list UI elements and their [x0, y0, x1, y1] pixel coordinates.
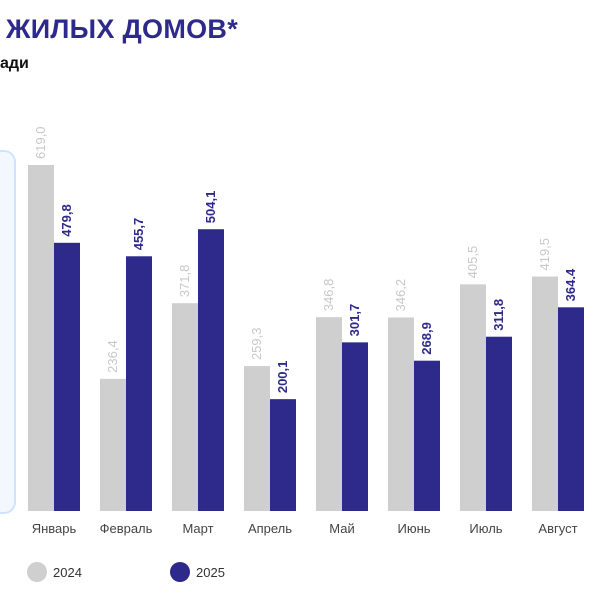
bar-2024-5: [316, 317, 342, 511]
legend-swatch-2025: [170, 562, 190, 582]
chart-subtitle: ади: [0, 55, 29, 72]
data-label-2025-2: 455,7: [131, 218, 146, 251]
bar-2025-2: [126, 256, 152, 511]
data-label-2025-4: 200,1: [275, 361, 290, 394]
bar-2024-7: [460, 284, 486, 511]
data-label-2024-3: 371,8: [177, 265, 192, 298]
x-tick-label-6: Июнь: [397, 521, 430, 536]
bar-2024-1: [28, 165, 54, 511]
bar-2024-6: [388, 317, 414, 511]
bar-2025-1: [54, 242, 80, 511]
data-label-2024-2: 236,4: [105, 340, 120, 373]
data-label-2025-5: 301,7: [347, 304, 362, 337]
data-label-2024-4: 259,3: [249, 328, 264, 361]
legend-label-2025: 2025: [196, 565, 225, 580]
x-tick-label-7: Июль: [469, 521, 502, 536]
bar-2024-3: [172, 303, 198, 511]
bar-2024-8: [532, 276, 558, 511]
bar-2025-6: [414, 360, 440, 511]
data-label-2025-3: 504,1: [203, 191, 218, 224]
data-label-2024-5: 346,8: [321, 279, 336, 312]
data-label-2024-6: 346,2: [393, 279, 408, 312]
data-label-2025-1: 479,8: [59, 204, 74, 237]
bar-2025-8: [558, 307, 584, 511]
legend-swatch-2024: [27, 562, 47, 582]
legend-label-2024: 2024: [53, 565, 82, 580]
x-tick-label-2: Февраль: [100, 521, 153, 536]
bar-2025-3: [198, 229, 224, 511]
data-label-2025-7: 311,8: [491, 299, 506, 331]
data-label-2025-8: 364.4: [563, 268, 578, 301]
bar-2025-4: [270, 399, 296, 511]
bar-2025-5: [342, 342, 368, 511]
data-label-2025-6: 268,9: [419, 322, 434, 355]
x-tick-label-8: Август: [538, 521, 577, 536]
data-label-2024-1: 619,0: [33, 126, 48, 159]
data-label-2024-7: 405,5: [465, 246, 480, 279]
bar-2025-7: [486, 336, 512, 511]
side-panel: [0, 150, 16, 514]
chart-title: ЖИЛЫХ ДОМОВ*: [6, 14, 239, 44]
x-tick-label-5: Май: [329, 521, 354, 536]
data-label-2024-8: 419,5: [537, 238, 552, 271]
x-tick-label-4: Апрель: [248, 521, 292, 536]
bar-2024-2: [100, 378, 126, 511]
bar-2024-4: [244, 366, 270, 511]
x-tick-label-3: Март: [182, 521, 213, 536]
x-tick-label-1: Январь: [32, 521, 77, 536]
